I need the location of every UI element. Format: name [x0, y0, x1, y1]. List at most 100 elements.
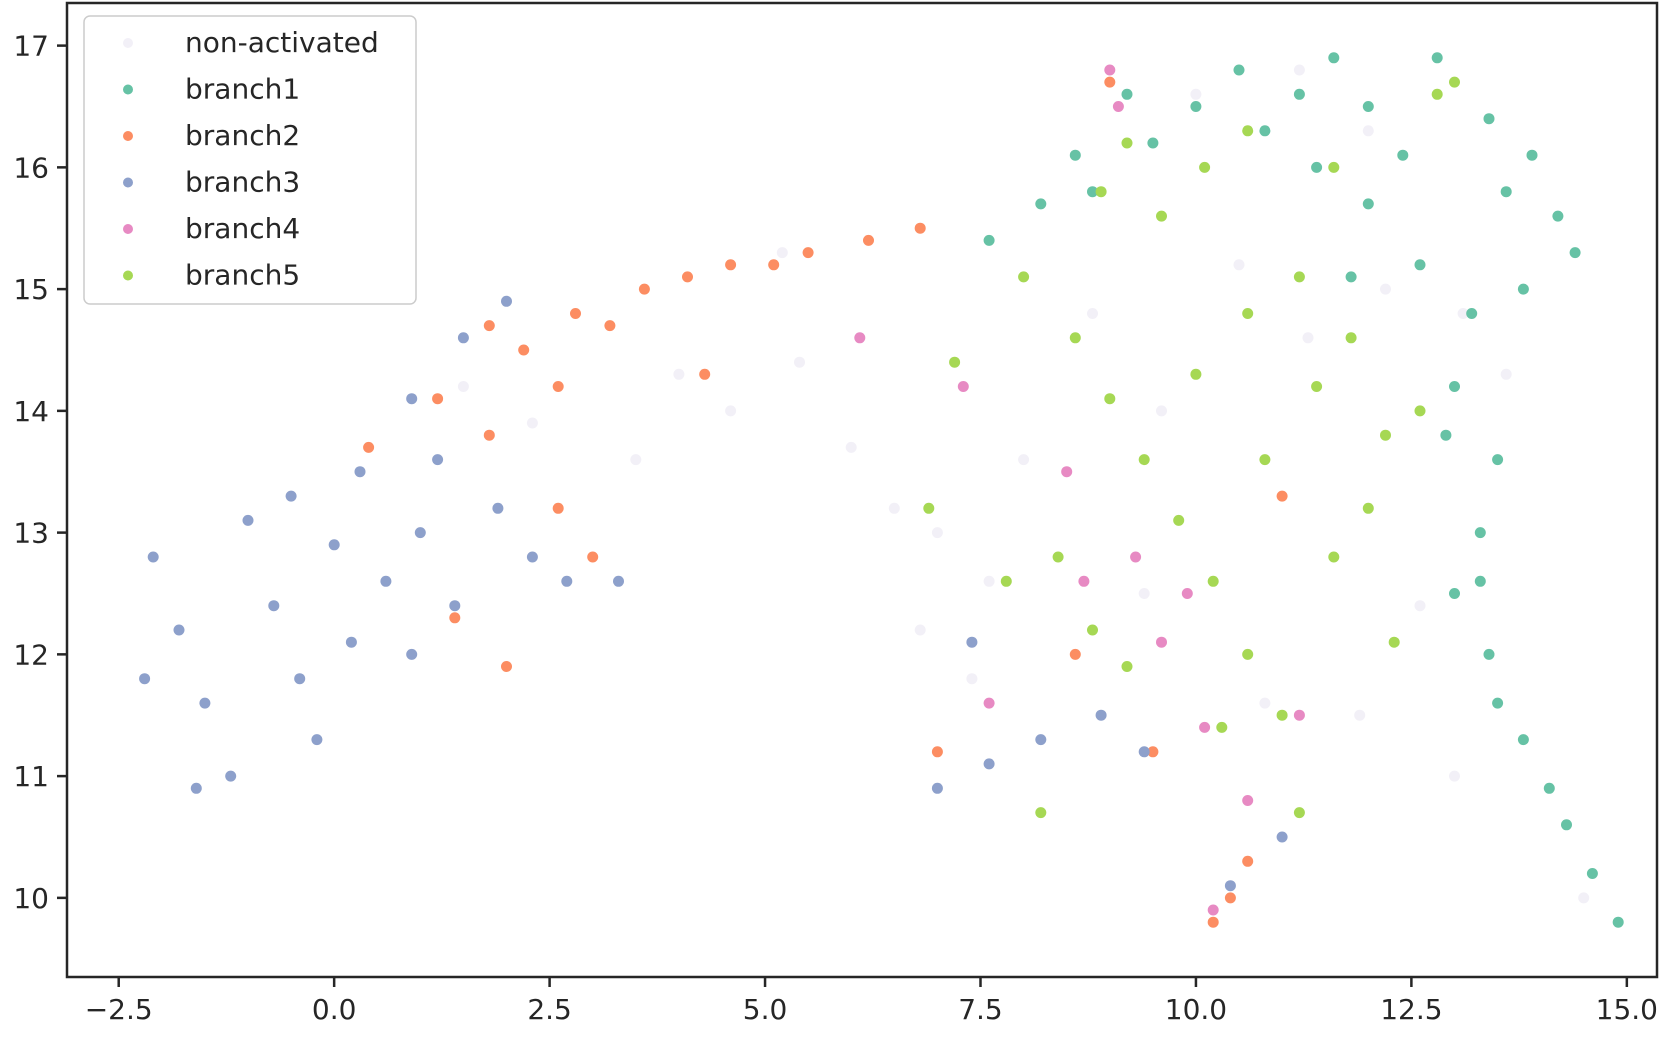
branch3-point [354, 466, 366, 478]
branch3-point [328, 539, 340, 551]
non-activated-point [1293, 64, 1305, 76]
legend-marker-branch1 [123, 84, 133, 95]
non-activated-point [914, 624, 926, 636]
branch5-point [1138, 454, 1150, 466]
x-tick-label: −2.5 [85, 993, 153, 1026]
branch1-point [1492, 697, 1504, 709]
series-branch2 [363, 76, 1288, 928]
branch3-point [199, 697, 211, 709]
legend-marker-branch3 [123, 177, 133, 188]
branch1-point [1328, 52, 1340, 64]
branch5-point [1035, 807, 1047, 819]
branch2-point [802, 247, 814, 259]
branch5-point [1293, 807, 1305, 819]
branch5-point [923, 502, 935, 514]
branch5-point [1311, 381, 1323, 392]
y-tick-label: 15 [13, 273, 49, 306]
branch4-point [854, 332, 866, 344]
branch1-point [983, 234, 995, 246]
branch1-point [1543, 782, 1555, 794]
series-branch5 [923, 76, 1460, 819]
branch1-point [1561, 819, 1572, 831]
non-activated-point [1302, 332, 1314, 344]
x-axis: −2.5 0.0 2.5 5.0 7.5 10.0 12.5 15.0 [85, 977, 1658, 1026]
branch5-point [1362, 502, 1374, 514]
branch2-point [483, 320, 495, 332]
non-activated-point [673, 368, 685, 380]
branch5-point [1449, 76, 1460, 88]
branch1-point [1311, 161, 1323, 173]
branch5-point [1328, 551, 1340, 563]
x-tick-label: 0.0 [312, 993, 357, 1026]
branch1-point [1552, 210, 1564, 222]
non-activated-point [457, 381, 469, 392]
branch2-point [699, 368, 711, 380]
branch2-point [552, 502, 564, 514]
branch1-point [1362, 198, 1374, 210]
branch4-point [1181, 588, 1193, 599]
branch3-point [1035, 734, 1047, 746]
non-activated-point [1259, 697, 1271, 709]
branch1-point [1259, 125, 1271, 137]
legend-marker-non-activated [123, 38, 133, 48]
y-tick-label: 17 [13, 30, 49, 63]
branch2-point [682, 271, 693, 283]
non-activated-point [1233, 259, 1245, 271]
branch2-point [518, 344, 530, 356]
non-activated-point [1138, 588, 1150, 599]
branch1-point [1069, 149, 1081, 161]
branch2-point [931, 746, 943, 758]
branch4-point [1242, 795, 1254, 806]
branch2-point [1276, 490, 1288, 502]
non-activated-point [1018, 454, 1030, 466]
branch2-point [587, 551, 599, 563]
branch2-point [449, 612, 461, 624]
series-branch3 [139, 295, 1288, 892]
branch3-point [966, 636, 978, 648]
branch3-point [1138, 746, 1150, 758]
y-axis: 10 11 12 13 14 15 16 17 [13, 30, 67, 915]
legend-marker-branch4 [123, 224, 133, 234]
legend-label-non-activated: non-activated [185, 26, 379, 59]
branch5-point [1293, 271, 1305, 283]
branch3-point [285, 490, 297, 502]
non-activated-point [1500, 368, 1512, 380]
branch4-point [983, 697, 995, 709]
branch1-point [1449, 381, 1460, 392]
branch5-point [1388, 636, 1400, 648]
branch3-point [268, 600, 280, 612]
non-activated-point [776, 247, 788, 259]
branch1-point [1087, 186, 1098, 198]
branch3-point [414, 527, 426, 539]
non-activated-point [966, 673, 978, 685]
branch3-point [242, 514, 254, 526]
branch3-point [457, 332, 469, 344]
branch1-point [1612, 916, 1624, 928]
branch3-point [1095, 709, 1107, 721]
branch2-point [552, 381, 564, 392]
branch3-point [406, 393, 418, 405]
branch3-point [526, 551, 538, 563]
branch4-point [957, 381, 969, 392]
non-activated-point [725, 405, 737, 417]
legend-marker-branch5 [123, 270, 133, 281]
branch2-point [1069, 648, 1081, 660]
branch3-point [931, 782, 943, 794]
y-tick-label: 11 [13, 760, 49, 793]
non-activated-point [888, 502, 900, 514]
branch1-point [1190, 101, 1202, 112]
branch4-point [1061, 466, 1073, 478]
legend-label-branch3: branch3 [185, 166, 300, 199]
branch3-point [225, 770, 237, 782]
branch3-point [1224, 880, 1236, 892]
branch5-point [1276, 709, 1288, 721]
branch2-point [570, 308, 581, 319]
branch4-point [1104, 64, 1116, 76]
branch3-point [492, 502, 504, 514]
non-activated-point [1354, 709, 1366, 721]
x-tick-label: 7.5 [958, 993, 1003, 1026]
branch3-point [380, 575, 392, 587]
x-tick-label: 10.0 [1165, 993, 1227, 1026]
branch1-point [1586, 868, 1598, 879]
branch2-point [1207, 916, 1219, 928]
